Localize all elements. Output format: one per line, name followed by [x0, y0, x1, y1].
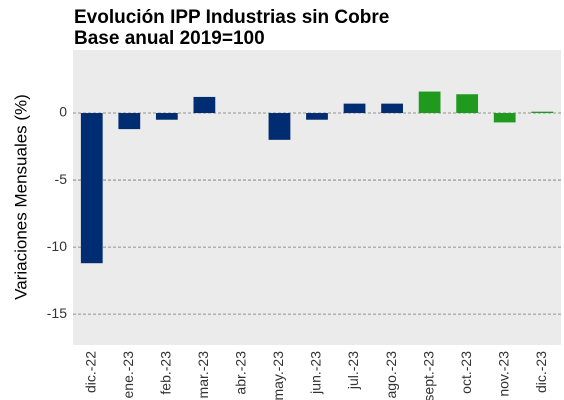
- x-tick-label: dic.-22: [82, 351, 98, 393]
- bar: [118, 113, 141, 130]
- x-tick-label: jul.-23: [345, 351, 361, 390]
- y-tick-label: 0: [59, 104, 67, 120]
- y-tick-label: -15: [47, 305, 67, 321]
- bar: [343, 103, 366, 114]
- bar: [493, 113, 516, 123]
- plot-background: [73, 50, 561, 345]
- x-tick-label: nov.-23: [495, 351, 511, 397]
- bar: [268, 113, 291, 140]
- bar: [418, 91, 441, 114]
- x-tick-label: mar.-23: [195, 351, 211, 399]
- x-tick-label: sept.-23: [420, 351, 436, 400]
- x-tick-label: ene.-23: [120, 351, 136, 399]
- chart-subtitle: Base anual 2019=100: [74, 28, 265, 49]
- y-tick-label: -10: [47, 238, 67, 254]
- bar: [531, 111, 554, 114]
- x-tick-label: feb.-23: [158, 351, 174, 395]
- x-tick-label: oct.-23: [458, 351, 474, 394]
- bar: [193, 96, 216, 114]
- x-tick-label: ago.-23: [383, 351, 399, 399]
- y-axis-label: Variaciones Mensuales (%): [11, 94, 30, 300]
- bar: [155, 113, 178, 120]
- x-tick-label: dic.-23: [533, 351, 549, 393]
- x-tick-label: jun.-23: [308, 351, 324, 395]
- bar: [381, 103, 403, 114]
- y-tick-label: -5: [55, 171, 68, 187]
- bar: [80, 113, 103, 264]
- bar: [456, 94, 479, 114]
- chart-title: Evolución IPP Industrias sin Cobre: [74, 7, 389, 28]
- x-tick-label: abr.-23: [233, 351, 249, 395]
- bar: [306, 113, 328, 120]
- x-tick-label: may.-23: [270, 351, 286, 400]
